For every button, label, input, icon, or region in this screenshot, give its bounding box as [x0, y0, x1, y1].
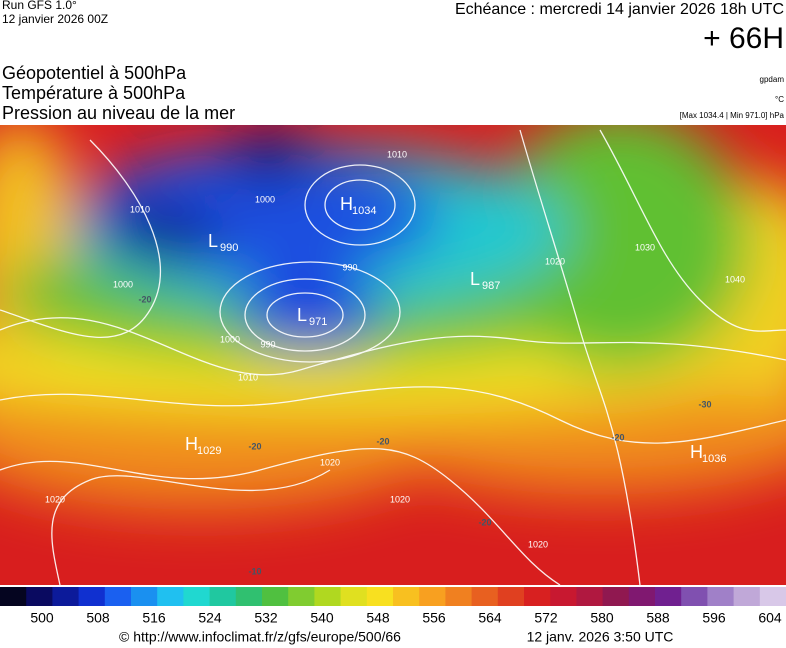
colorbar-label: 596 — [702, 610, 726, 626]
colorbar-swatch — [733, 587, 761, 606]
colorbar-swatch — [157, 587, 184, 606]
field: Pression au niveau de la mer — [2, 103, 235, 123]
colorbar-swatch — [104, 587, 132, 606]
colorbar-swatch — [497, 587, 525, 606]
colorbar-label: 540 — [310, 610, 334, 626]
colorbar-swatch — [52, 587, 80, 606]
footer-url: © http://www.infoclimat.fr/z/gfs/europe/… — [119, 629, 401, 645]
temperature-label: -30 — [698, 399, 711, 409]
temperature-label: -20 — [478, 517, 491, 527]
isobar-label: 990 — [342, 262, 357, 272]
pressure-letter: H — [340, 194, 353, 214]
colorbar-swatch — [288, 587, 315, 606]
colorbar-swatch — [209, 587, 237, 606]
temperature-label: -20 — [611, 432, 624, 442]
temperature-label: -20 — [376, 436, 389, 446]
isobar-label: 1010 — [238, 372, 258, 382]
pressure-letter: L — [297, 305, 307, 325]
isobar-label: 1020 — [45, 494, 65, 504]
colorbar-swatch — [235, 587, 263, 606]
colorbar-label: 580 — [590, 610, 614, 626]
pressure-value: 1036 — [702, 453, 726, 465]
colorbar-swatch — [550, 587, 577, 606]
pressure-value: 1029 — [197, 445, 221, 457]
colorbar-swatch — [314, 587, 342, 606]
map — [0, 125, 786, 585]
footer-date: 12 janv. 2026 3:50 UTC — [527, 629, 674, 645]
isobar-label: 1010 — [387, 149, 407, 159]
colorbar-swatch — [602, 587, 630, 606]
pressure-value: 990 — [220, 242, 238, 254]
colorbar-label: 532 — [254, 610, 278, 626]
isobar-label: 1010 — [130, 204, 150, 214]
pressure-value: 987 — [482, 280, 500, 292]
pressure-value: 971 — [309, 316, 327, 328]
colorbar-swatch — [471, 587, 499, 606]
isobar-label: 1020 — [545, 256, 565, 266]
colorbar-swatch — [78, 587, 106, 606]
colorbar-swatch — [524, 587, 551, 606]
temperature-label: -10 — [248, 566, 261, 576]
colorbar-swatch — [183, 587, 211, 606]
run: Run GFS 1.0° — [2, 0, 77, 12]
colorbar-label: 556 — [422, 610, 446, 626]
colorbar-swatch — [0, 587, 27, 606]
temperature-label: -20 — [248, 441, 261, 451]
isobar-label: 1000 — [113, 279, 133, 289]
colorbar-swatch — [445, 587, 473, 606]
colorbar-label: 604 — [758, 610, 782, 626]
colorbar-swatch — [759, 587, 786, 606]
colorbar-swatch — [628, 587, 656, 606]
colorbar-label: 508 — [86, 610, 110, 626]
field: Température à 500hPa — [2, 83, 186, 103]
colorbar-swatch — [681, 587, 708, 606]
pressure-letter: L — [208, 231, 218, 251]
colorbar-swatch — [131, 587, 158, 606]
unit: [Max 1034.4 | Min 971.0] hPa — [680, 111, 785, 120]
isobar-label: 1020 — [390, 494, 410, 504]
pressure-value: 1034 — [352, 205, 376, 217]
field: Géopotentiel à 500hPa — [2, 63, 187, 83]
colorbar-label: 524 — [198, 610, 222, 626]
unit: gpdam — [760, 75, 785, 84]
unit: °C — [775, 95, 784, 104]
colorbar-swatch — [393, 587, 420, 606]
run-date: 12 janvier 2026 00Z — [2, 12, 108, 26]
colorbar-swatch — [366, 587, 394, 606]
colorbar-label: 572 — [534, 610, 558, 626]
isobar-label: 1000 — [255, 194, 275, 204]
colorbar-label: 500 — [30, 610, 54, 626]
pressure-letter: L — [470, 269, 480, 289]
colorbar-label: 548 — [366, 610, 390, 626]
forecast: Echéance : mercredi 14 janvier 2026 18h … — [455, 1, 784, 18]
colorbar-swatch — [655, 587, 682, 606]
isobar-label: 990 — [260, 339, 275, 349]
temperature-label: -20 — [138, 294, 151, 304]
isobar-label: 1020 — [528, 539, 548, 549]
colorbar-label: 564 — [478, 610, 502, 626]
colorbar-swatch — [576, 587, 604, 606]
isobar-label: 1030 — [635, 242, 655, 252]
isobar-label: 1040 — [725, 274, 745, 284]
colorbar-swatch — [419, 587, 446, 606]
colorbar-swatch — [26, 587, 53, 606]
colorbar-label: 588 — [646, 610, 670, 626]
pressure-letter: H — [690, 442, 703, 462]
pressure-letter: H — [185, 434, 198, 454]
lead-time: + 66H — [703, 22, 784, 55]
isobar-label: 1000 — [220, 334, 240, 344]
colorbar-swatch — [262, 587, 289, 606]
colorbar-swatch — [340, 587, 368, 606]
isobar-label: 1020 — [320, 457, 340, 467]
colorbar-label: 516 — [142, 610, 166, 626]
colorbar-swatch — [707, 587, 735, 606]
